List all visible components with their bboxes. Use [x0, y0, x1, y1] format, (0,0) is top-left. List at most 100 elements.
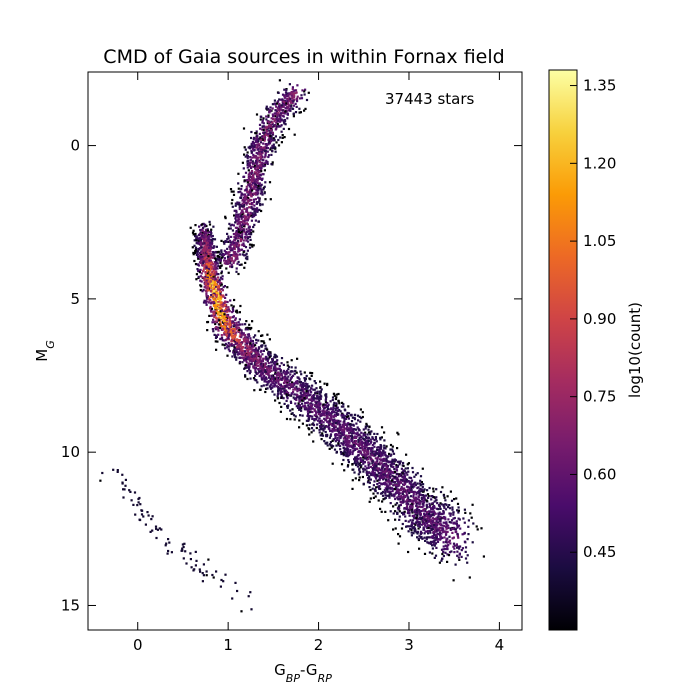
- density-bin: [334, 433, 337, 436]
- density-bin: [306, 401, 309, 404]
- density-bin: [307, 390, 310, 393]
- density-bin: [239, 332, 242, 335]
- density-bin: [199, 241, 202, 244]
- density-bin: [241, 232, 244, 235]
- density-bin: [278, 98, 281, 101]
- density-bin: [242, 200, 245, 203]
- density-bin: [258, 388, 262, 391]
- density-bin: [463, 521, 466, 524]
- density-bin: [300, 397, 303, 400]
- density-bin: [364, 441, 367, 444]
- density-bin: [252, 354, 255, 357]
- density-bin: [364, 457, 367, 460]
- density-bin: [415, 504, 418, 508]
- density-bin: [227, 227, 230, 230]
- density-bin: [259, 357, 262, 360]
- density-bin: [223, 257, 226, 260]
- density-bin: [300, 94, 303, 97]
- density-bin: [244, 148, 247, 151]
- density-bin: [243, 221, 246, 225]
- density-bin: [458, 558, 461, 561]
- density-bin: [223, 262, 226, 265]
- density-bin: [263, 342, 266, 345]
- density-bin: [257, 143, 260, 146]
- density-bin: [249, 230, 252, 233]
- density-bin: [364, 446, 367, 450]
- density-bin: [229, 224, 232, 227]
- density-bin: [210, 272, 213, 275]
- density-bin: [198, 271, 201, 274]
- density-bin: [255, 338, 258, 341]
- density-bin: [211, 278, 214, 281]
- density-bin: [354, 477, 357, 480]
- density-bin: [211, 254, 214, 257]
- density-bin: [444, 551, 447, 554]
- density-bin: [214, 263, 217, 266]
- density-bin: [347, 412, 351, 415]
- density-bin: [235, 219, 238, 222]
- density-bin: [246, 163, 249, 167]
- density-bin: [347, 461, 350, 464]
- density-bin: [344, 427, 347, 430]
- density-bin: [239, 196, 243, 199]
- density-bin: [384, 454, 387, 457]
- density-bin: [392, 462, 396, 465]
- density-bin: [258, 182, 261, 185]
- density-bin: [440, 503, 443, 506]
- density-bin: [200, 234, 203, 237]
- density-bin: [238, 249, 241, 252]
- density-bin: [414, 481, 417, 484]
- density-bin: [364, 427, 367, 430]
- density-bin: [325, 433, 328, 437]
- density-bin: [291, 381, 294, 384]
- density-bin: [357, 439, 360, 442]
- density-bin: [455, 497, 458, 500]
- density-bin: [249, 377, 252, 380]
- density-bin: [244, 366, 248, 369]
- density-bin: [215, 270, 218, 273]
- density-bin: [421, 497, 424, 501]
- density-bin: [397, 498, 400, 501]
- density-bin: [254, 213, 257, 216]
- density-bin: [387, 519, 390, 522]
- density-bin: [237, 347, 240, 350]
- density-bin: [294, 380, 298, 383]
- density-bin: [361, 447, 364, 450]
- density-bin: [442, 511, 445, 514]
- density-bin: [364, 425, 367, 428]
- density-bin: [449, 512, 452, 515]
- density-bin: [242, 167, 245, 170]
- density-bin: [323, 382, 326, 385]
- density-bin: [378, 461, 381, 464]
- density-bin: [236, 311, 239, 314]
- density-bin: [291, 412, 294, 415]
- density-bin: [381, 467, 384, 470]
- density-bin: [261, 177, 264, 180]
- density-bin: [339, 444, 342, 448]
- density-bin: [380, 436, 383, 439]
- density-bin: [274, 399, 277, 402]
- density-bin: [420, 481, 423, 484]
- density-bin: [294, 102, 297, 105]
- density-bin: [276, 116, 279, 119]
- density-bin: [223, 249, 226, 252]
- density-bin: [209, 256, 212, 259]
- density-bin: [256, 152, 259, 155]
- density-bin: [269, 131, 272, 135]
- density-bin: [343, 416, 346, 419]
- density-bin: [286, 406, 289, 409]
- density-bin: [307, 418, 311, 421]
- density-bin: [283, 101, 286, 104]
- density-bin: [440, 532, 443, 535]
- density-bin: [421, 467, 424, 470]
- density-bin: [349, 431, 352, 434]
- density-bin: [325, 409, 328, 412]
- density-bin: [261, 155, 264, 158]
- density-bin: [211, 321, 214, 324]
- density-bin: [457, 556, 460, 559]
- density-bin: [311, 417, 314, 420]
- density-bin: [297, 405, 300, 408]
- density-bin: [200, 261, 203, 264]
- density-bin: [223, 328, 226, 331]
- density-bin: [325, 413, 329, 416]
